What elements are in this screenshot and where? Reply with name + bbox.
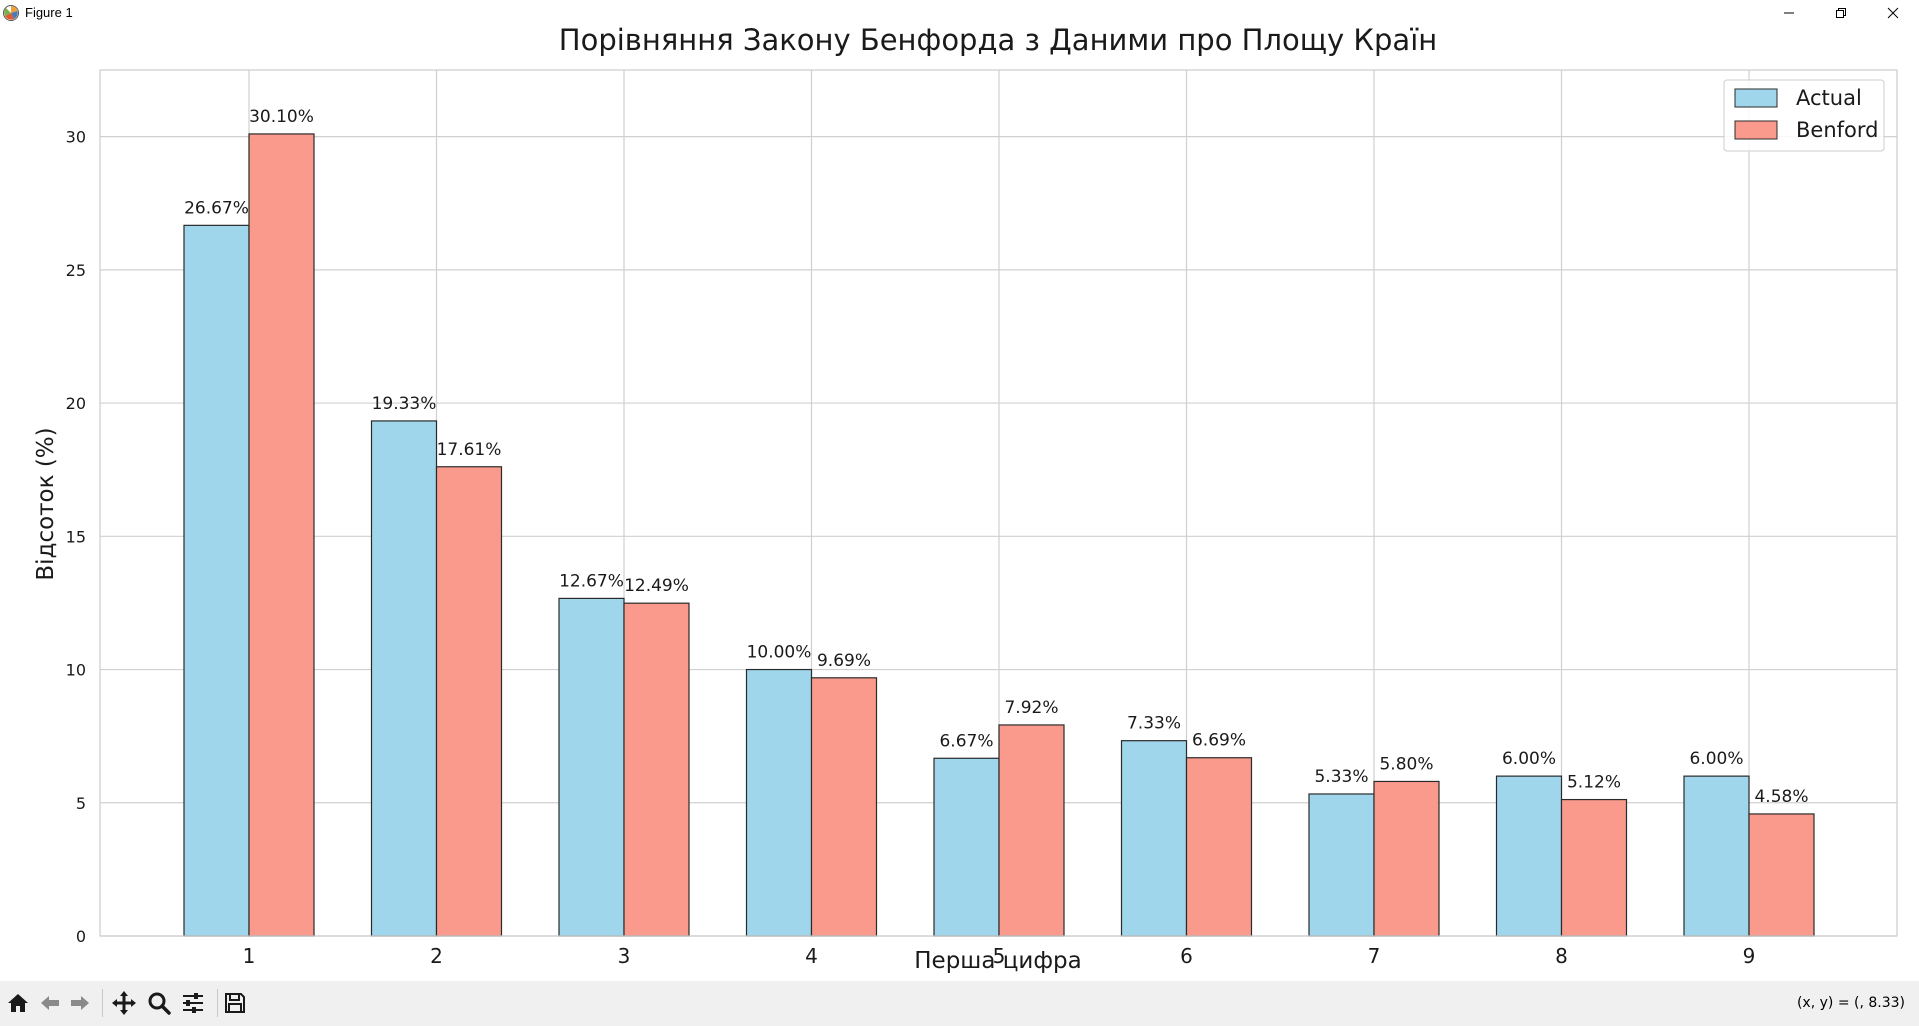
bar-value-label-benford: 12.49% [624,576,689,596]
zoom-button[interactable] [145,989,173,1017]
window-titlebar: Figure 1 [0,0,1919,26]
x-tick-label: 7 [1368,944,1381,968]
y-tick-label: 30 [66,128,86,147]
bar-actual [1308,793,1375,937]
close-button[interactable] [1867,0,1919,26]
bar-value-label-benford: 5.12% [1567,773,1621,793]
bar-value-label-actual: 5.33% [1314,767,1368,787]
cursor-coordinates: (x, y) = (, 8.33) [1796,995,1905,1011]
zoom-icon [148,992,171,1015]
y-tick-label: 15 [66,527,86,546]
save-icon [225,993,245,1013]
back-button[interactable] [36,989,64,1017]
bar-actual [370,420,438,937]
bar-value-label-actual: 10.00% [747,643,812,663]
restore-button[interactable] [1815,0,1867,26]
bar-benford [248,133,315,937]
bar-benford [623,602,690,937]
bar-benford [1185,757,1253,937]
bar-value-label-benford: 9.69% [817,651,871,671]
configure-subplots-button[interactable] [179,989,207,1017]
bar-actual [1495,775,1563,937]
bar-value-label-actual: 19.33% [372,394,437,414]
pan-icon [112,991,136,1015]
navigation-toolbar: (x, y) = (, 8.33) [0,981,1919,1026]
legend-label-benford: Benford [1796,118,1878,142]
close-icon [1887,7,1899,19]
bars [183,133,1815,937]
bar-value-label-actual: 6.67% [939,731,993,751]
bar-actual [1683,775,1750,937]
x-tick-label: 8 [1555,944,1568,968]
y-tick-label: 25 [66,261,86,280]
bar-benford [1560,798,1628,937]
toolbar-separator [102,989,103,1017]
x-tick-label: 2 [430,944,443,968]
forward-icon [71,996,89,1010]
bar-benford [1373,780,1440,937]
chart-title: Порівняння Закону Бенфорда з Даними про … [559,26,1437,57]
y-tick-label: 20 [66,394,86,413]
bar-value-labels: 26.67% 19.33% 12.67% 10.00% 6.67% 7.33% 5.33% 6… [184,107,1808,807]
bar-actual [745,668,813,937]
x-tick-label: 6 [1180,944,1193,968]
bar-benford [1748,813,1815,937]
bar-benford [810,677,878,937]
minimize-button[interactable] [1763,0,1815,26]
save-button[interactable] [221,989,249,1017]
y-tick-label: 0 [76,927,86,946]
bar-chart: Порівняння Закону Бенфорда з Даними про … [33,23,1898,974]
bar-value-label-benford: 17.61% [437,440,502,460]
legend-swatch-benford [1734,120,1778,140]
bar-value-label-actual: 26.67% [184,198,249,218]
bar-value-label-actual: 6.00% [1689,749,1743,769]
figure-canvas[interactable]: Порівняння Закону Бенфорда з Даними про … [0,23,1919,981]
axis-ticks: 0 5 10 15 20 25 30 1 2 3 4 5 6 7 8 9 [66,128,1756,968]
x-tick-label: 1 [243,944,256,968]
x-tick-label: 9 [1743,944,1756,968]
x-tick-label: 5 [993,944,1006,968]
legend-swatch-actual [1734,88,1778,108]
bar-actual [933,757,1000,937]
y-tick-label: 10 [66,661,86,680]
bar-value-label-benford: 30.10% [249,107,314,127]
matplotlib-logo-icon [3,5,19,21]
legend: Actual Benford [1723,79,1885,152]
bar-value-label-actual: 6.00% [1502,749,1556,769]
bar-value-label-benford: 4.58% [1754,787,1808,807]
pan-button[interactable] [110,989,138,1017]
bar-benford [998,724,1065,937]
restore-icon [1836,8,1846,18]
bar-value-label-benford: 7.92% [1004,698,1058,718]
back-icon [41,996,59,1010]
bar-actual [183,224,250,937]
home-button[interactable] [4,989,32,1017]
bar-value-label-actual: 7.33% [1127,714,1181,734]
home-icon [8,994,28,1012]
y-tick-label: 5 [76,794,86,813]
bar-benford [435,466,503,937]
y-axis-label: Відсоток (%) [33,427,59,580]
x-tick-label: 4 [805,944,818,968]
configure-subplots-icon [183,993,203,1013]
x-tick-label: 3 [618,944,631,968]
legend-label-actual: Actual [1796,86,1862,110]
bar-actual [558,597,625,937]
bar-value-label-benford: 5.80% [1379,754,1433,774]
window-title: Figure 1 [25,5,73,20]
plot-area-frame [99,69,1898,937]
bar-value-label-actual: 12.67% [559,571,624,591]
bar-value-label-benford: 6.69% [1192,731,1246,751]
bar-actual [1120,740,1188,937]
minimize-icon [1784,12,1794,14]
x-axis-label: Перша цифра [914,948,1081,974]
toolbar-separator [217,989,218,1017]
forward-button[interactable] [66,989,94,1017]
